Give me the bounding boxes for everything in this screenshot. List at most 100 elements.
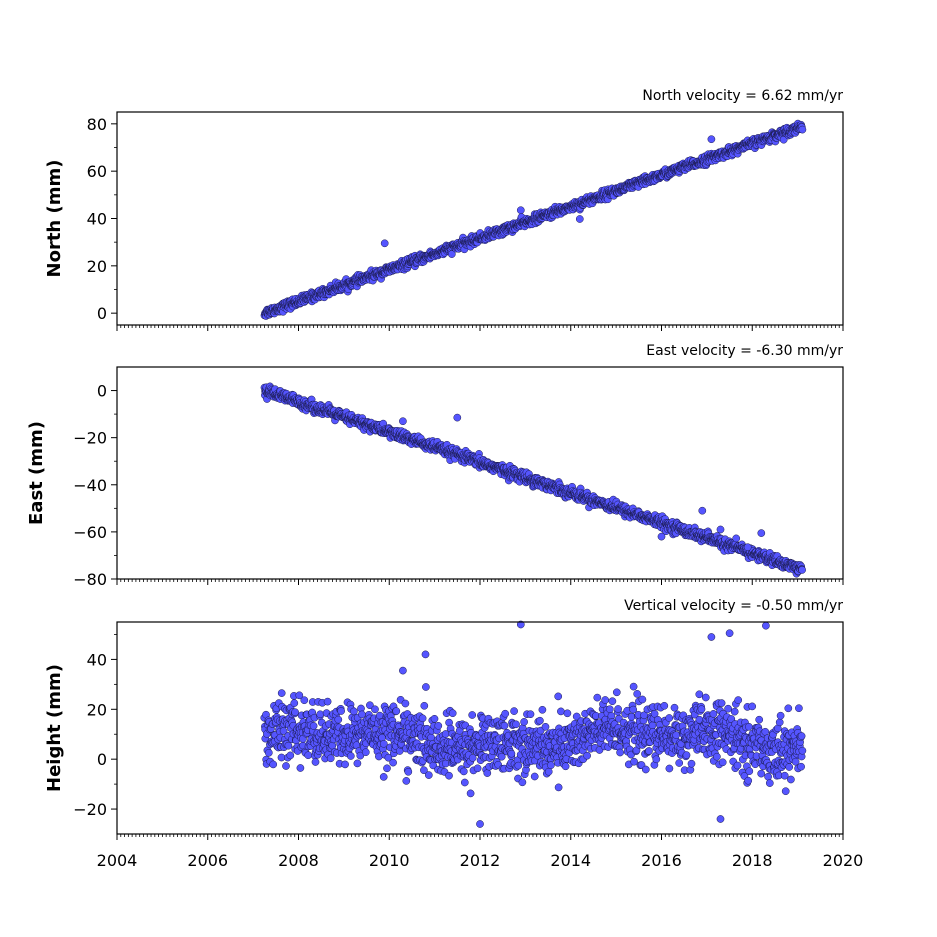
outlier-point xyxy=(516,206,525,215)
data-point xyxy=(448,709,457,718)
data-point xyxy=(745,767,754,776)
data-point xyxy=(563,709,572,718)
data-point xyxy=(520,718,528,726)
data-point xyxy=(530,772,539,781)
data-point xyxy=(420,701,429,710)
y-tick-label: 40 xyxy=(87,210,107,229)
data-point xyxy=(309,722,318,730)
data-point xyxy=(630,757,638,766)
outlier-point xyxy=(399,417,407,426)
data-point xyxy=(601,696,610,704)
data-point xyxy=(468,711,477,719)
data-point xyxy=(665,764,674,773)
data-point xyxy=(787,775,795,784)
data-point xyxy=(291,708,299,717)
data-point xyxy=(296,764,305,772)
data-point xyxy=(547,761,555,770)
data-point xyxy=(346,752,355,760)
y-tick-label: 80 xyxy=(87,115,107,134)
outlier-point xyxy=(757,529,766,537)
data-point xyxy=(734,696,743,704)
data-point xyxy=(717,699,726,707)
data-point xyxy=(538,705,547,714)
data-point xyxy=(797,732,806,740)
outlier-point xyxy=(399,666,407,675)
data-point xyxy=(593,693,602,702)
outlier-point xyxy=(453,413,462,422)
data-point xyxy=(392,707,401,715)
y-tick-label: 20 xyxy=(87,257,107,276)
data-point xyxy=(652,755,661,764)
data-point xyxy=(401,699,410,708)
data-point xyxy=(379,739,388,748)
outlier-point xyxy=(707,633,716,641)
y-tick-label: −60 xyxy=(73,523,107,542)
data-point xyxy=(745,722,753,731)
data-point xyxy=(697,705,706,714)
data-point xyxy=(781,787,790,796)
data-point xyxy=(757,769,766,778)
data-point xyxy=(337,707,345,715)
x-ticks-height xyxy=(116,834,844,840)
data-point xyxy=(798,746,807,755)
data-point xyxy=(798,125,807,134)
outlier-point xyxy=(698,506,707,515)
data-point xyxy=(460,778,469,787)
y-axis-label-north: North (mm) xyxy=(44,160,65,278)
data-point xyxy=(361,748,370,757)
data-point xyxy=(701,693,710,702)
data-point xyxy=(709,710,718,718)
data-point xyxy=(518,778,527,787)
data-point xyxy=(638,695,647,704)
y-tick-label: 60 xyxy=(87,162,107,181)
data-point xyxy=(755,715,764,724)
data-point xyxy=(507,749,516,758)
outlier-point xyxy=(716,525,725,534)
data-point xyxy=(304,751,313,760)
data-point xyxy=(430,714,439,723)
data-point xyxy=(648,721,657,730)
x-ticks-east xyxy=(116,579,844,585)
data-point xyxy=(554,692,563,701)
data-point xyxy=(323,697,332,706)
data-point xyxy=(724,704,732,713)
data-point xyxy=(633,690,642,698)
data-point xyxy=(641,765,650,774)
data-point xyxy=(459,767,468,776)
data-point xyxy=(277,689,286,697)
outlier-point xyxy=(743,543,752,552)
data-point xyxy=(424,771,433,779)
data-point xyxy=(541,722,550,731)
data-point xyxy=(665,714,674,722)
data-point xyxy=(616,748,624,757)
data-point xyxy=(536,716,544,725)
data-point xyxy=(660,701,669,710)
data-point xyxy=(501,709,510,718)
data-point xyxy=(282,762,290,770)
data-point xyxy=(614,705,622,713)
data-point xyxy=(473,764,482,773)
y-ticks-east: 0−20−40−60−80 xyxy=(73,382,117,589)
outlier-point xyxy=(380,239,389,248)
data-point xyxy=(733,761,742,770)
data-point xyxy=(269,760,278,769)
data-point xyxy=(784,704,793,713)
panel-title-north: North velocity = 6.62 mm/yr xyxy=(642,88,843,104)
data-point xyxy=(670,703,679,712)
data-point xyxy=(713,752,721,761)
data-point xyxy=(765,779,774,787)
data-point xyxy=(418,714,427,723)
data-point xyxy=(798,566,806,574)
data-point xyxy=(290,699,299,707)
data-points-north xyxy=(260,119,807,320)
data-point xyxy=(544,767,553,776)
data-point xyxy=(510,707,518,715)
outlier-point xyxy=(707,135,716,144)
y-tick-label: 0 xyxy=(97,382,107,401)
data-point xyxy=(434,721,443,730)
y-tick-label: −20 xyxy=(73,429,107,448)
data-point xyxy=(264,748,273,757)
outlier-point xyxy=(476,820,484,828)
